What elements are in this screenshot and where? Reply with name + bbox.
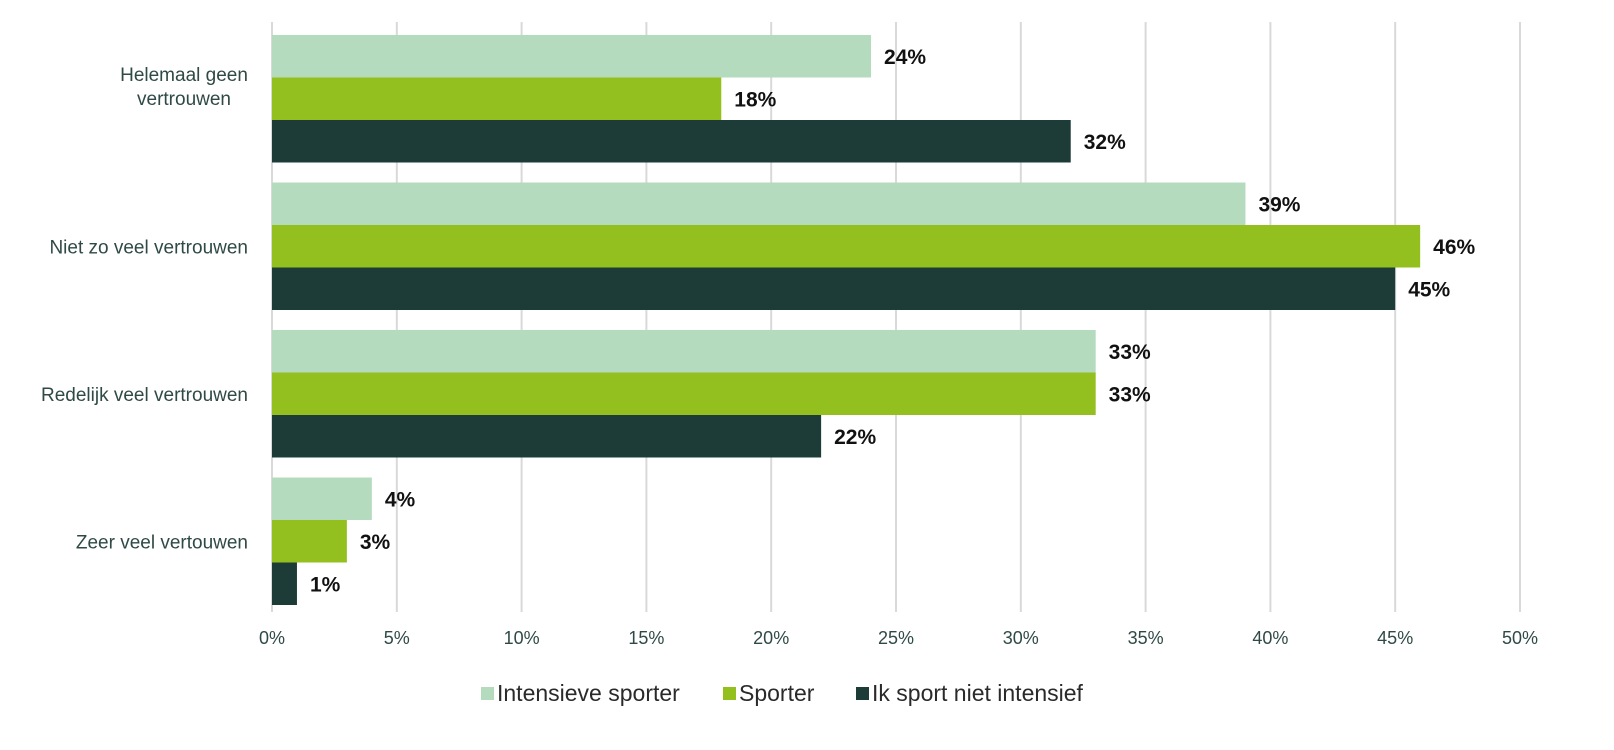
legend: Intensieve sporter Sporter Ik sport niet i…: [481, 680, 1084, 706]
category-label: Niet zo veel vertrouwen: [49, 237, 248, 258]
legend-swatch: [856, 687, 869, 700]
data-label: 22%: [834, 426, 876, 449]
bar: [272, 182, 1246, 225]
legend-label: Intensieve sporter: [497, 680, 680, 706]
data-label: 4%: [385, 488, 416, 511]
bar: [272, 477, 372, 520]
data-label: 24%: [884, 46, 926, 69]
category-label: Zeer veel vertouwen: [76, 532, 248, 553]
x-tick-label: 10%: [504, 628, 540, 648]
x-tick-label: 35%: [1128, 628, 1164, 648]
x-tick-label: 0%: [259, 628, 285, 648]
bar: [272, 267, 1396, 310]
x-tick-label: 25%: [878, 628, 914, 648]
x-tick-label: 30%: [1003, 628, 1039, 648]
category-label: Redelijk veel vertrouwen: [41, 385, 248, 406]
data-label: 33%: [1109, 341, 1151, 364]
bars: [272, 35, 1421, 605]
data-labels: 24% 18% 32% 39% 46% 45% 33% 33% 22% 4% 3% 1%: [310, 46, 1476, 597]
bar: [272, 562, 297, 605]
bar: [272, 35, 872, 78]
x-tick-label: 45%: [1377, 628, 1413, 648]
legend-label: Ik sport niet intensief: [872, 680, 1084, 706]
bar: [272, 330, 1096, 373]
bar: [272, 225, 1421, 268]
legend-label: Sporter: [739, 680, 815, 706]
x-tick-label: 5%: [384, 628, 410, 648]
data-label: 1%: [310, 573, 341, 596]
legend-swatch: [481, 687, 494, 700]
data-label: 46%: [1433, 236, 1475, 259]
data-label: 3%: [360, 531, 391, 554]
bar: [272, 120, 1071, 163]
data-label: 33%: [1109, 383, 1151, 406]
x-tick-label: 50%: [1502, 628, 1538, 648]
bar: [272, 415, 822, 458]
x-tick-label: 40%: [1252, 628, 1288, 648]
legend-swatch: [723, 687, 736, 700]
category-label: Helemaal geen vertrouwen: [120, 65, 248, 110]
bar: [272, 520, 347, 563]
x-tick-label: 15%: [628, 628, 664, 648]
bar: [272, 77, 722, 120]
data-label: 32%: [1084, 131, 1126, 154]
x-tick-label: 20%: [753, 628, 789, 648]
category-axis: Helemaal geen vertrouwen Niet zo veel vert…: [41, 65, 248, 554]
data-label: 45%: [1408, 278, 1450, 301]
value-axis: 0% 5% 10% 15% 20% 25% 30% 35% 40% 45% 50%: [259, 628, 1538, 648]
bar: [272, 372, 1096, 415]
data-label: 18%: [734, 88, 776, 111]
data-label: 39%: [1258, 193, 1300, 216]
